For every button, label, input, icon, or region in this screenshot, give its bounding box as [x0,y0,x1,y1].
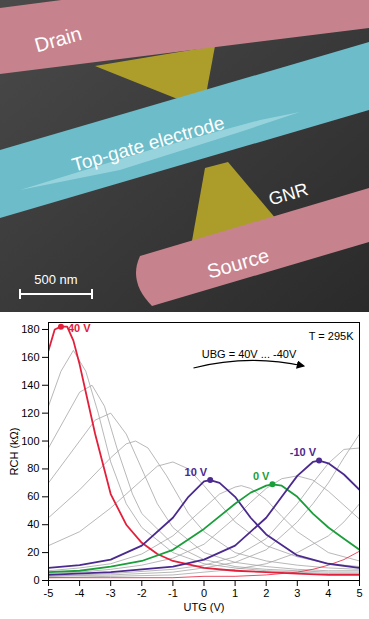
svg-text:100: 100 [21,435,39,447]
svg-text:-2: -2 [137,587,147,599]
svg-text:60: 60 [27,490,39,502]
svg-text:500 nm: 500 nm [34,272,77,287]
svg-text:0 V: 0 V [253,470,270,482]
svg-text:40 V: 40 V [68,322,91,334]
svg-text:120: 120 [21,407,39,419]
svg-text:-1: -1 [168,587,178,599]
svg-text:2: 2 [263,587,269,599]
svg-text:3: 3 [294,587,300,599]
svg-text:160: 160 [21,351,39,363]
svg-text:-4: -4 [75,587,85,599]
svg-text:0: 0 [201,587,207,599]
svg-text:-5: -5 [44,587,54,599]
svg-text:Top-gate electrode: Top-gate electrode [70,112,227,176]
svg-text:-3: -3 [106,587,116,599]
svg-text:10 V: 10 V [185,466,208,478]
svg-text:40: 40 [27,518,39,530]
svg-text:1: 1 [232,587,238,599]
svg-text:-10 V: -10 V [290,446,317,458]
svg-text:0: 0 [33,574,39,586]
svg-text:Source: Source [205,244,272,283]
svg-text:4: 4 [325,587,331,599]
svg-text:Drain: Drain [32,22,84,56]
svg-text:180: 180 [21,323,39,335]
svg-text:5: 5 [356,587,362,599]
svg-text:UBG = 40V ... -40V: UBG = 40V ... -40V [202,348,297,360]
svg-text:RCH (kΩ): RCH (kΩ) [8,428,20,476]
svg-text:T = 295K: T = 295K [309,330,354,342]
svg-text:20: 20 [27,546,39,558]
svg-text:UTG (V): UTG (V) [184,601,225,613]
svg-text:GNR: GNR [266,179,310,209]
svg-text:140: 140 [21,379,39,391]
svg-text:80: 80 [27,462,39,474]
